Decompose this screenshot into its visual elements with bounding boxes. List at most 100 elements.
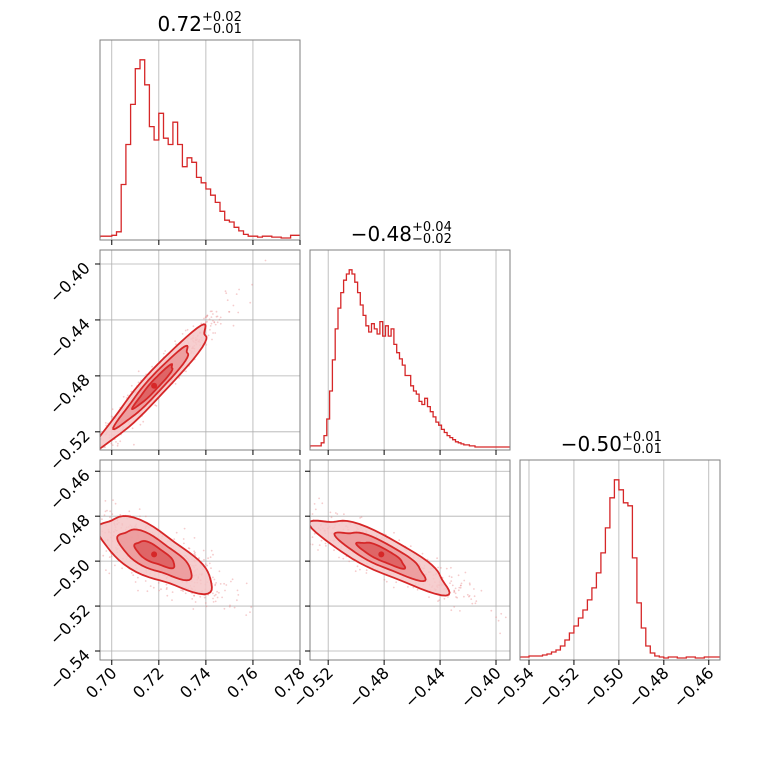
sample-point <box>229 604 231 607</box>
sample-point <box>359 517 361 519</box>
sample-point <box>69 515 71 517</box>
sample-point <box>199 595 202 598</box>
sample-point <box>216 321 219 324</box>
title-lower-error: −0.01 <box>622 442 662 457</box>
sample-point <box>296 528 298 530</box>
sample-point <box>449 582 451 585</box>
sample-point <box>212 576 214 579</box>
sample-point <box>86 503 88 505</box>
sample-point <box>86 470 88 472</box>
sample-point <box>448 575 451 578</box>
sample-point <box>235 293 238 295</box>
sample-point <box>162 352 165 355</box>
sample-point <box>214 593 217 596</box>
x-tick-label: 0.72 <box>129 663 168 702</box>
sample-point <box>318 497 320 500</box>
title-median: −0.48 <box>351 222 412 246</box>
sample-point <box>137 589 139 592</box>
histogram-panel-0 <box>99 39 301 245</box>
sample-point <box>74 512 76 514</box>
sample-point <box>206 320 208 323</box>
sample-point <box>104 422 107 424</box>
sample-point <box>210 316 213 318</box>
sample-point <box>437 566 439 569</box>
sample-point <box>393 531 395 534</box>
sample-point <box>215 310 218 313</box>
sample-point <box>468 595 470 598</box>
sample-point <box>139 515 141 518</box>
y-tick-label: −0.44 <box>46 314 94 362</box>
sample-point <box>110 555 113 558</box>
sample-point <box>307 509 309 511</box>
sample-point <box>101 451 103 453</box>
sample-point <box>232 324 235 327</box>
sample-point <box>343 513 345 516</box>
sample-point <box>187 547 190 549</box>
sample-point <box>83 536 85 538</box>
panel-frame <box>99 39 301 241</box>
sample-point <box>165 588 168 590</box>
sample-point <box>311 536 314 538</box>
panel-frame <box>309 249 511 451</box>
sample-point <box>200 322 203 325</box>
sample-point <box>454 587 457 590</box>
sample-point <box>213 321 216 324</box>
sample-point <box>225 584 228 586</box>
sample-point <box>231 578 234 581</box>
sample-point <box>438 599 441 602</box>
sample-point <box>131 427 134 430</box>
density-peak <box>378 551 385 558</box>
sample-point <box>455 596 457 598</box>
sample-point <box>105 569 107 571</box>
sample-point <box>174 383 177 385</box>
sample-point <box>111 444 114 446</box>
sample-point <box>204 316 207 319</box>
param-title-1: −0.48 +0.04−0.02 <box>351 220 452 247</box>
title-median: −0.50 <box>561 432 622 456</box>
sample-point <box>202 549 205 552</box>
sample-point <box>206 564 209 567</box>
sample-point <box>109 516 111 519</box>
sample-point <box>317 549 319 551</box>
sample-point <box>249 611 251 614</box>
sample-point <box>214 332 217 334</box>
y-tick-label: −0.48 <box>46 511 94 559</box>
sample-point <box>203 558 205 561</box>
sample-point <box>311 513 314 515</box>
sample-point <box>133 443 135 446</box>
y-tick-label: −0.40 <box>46 258 94 306</box>
sample-point <box>437 600 439 602</box>
sample-point <box>164 350 167 352</box>
sample-point <box>237 594 240 596</box>
sample-point <box>250 606 253 608</box>
sample-point <box>96 517 98 519</box>
sample-point <box>228 605 231 608</box>
sample-point <box>302 513 304 515</box>
sample-point <box>490 609 493 612</box>
sample-point <box>174 340 177 343</box>
sample-point <box>385 580 388 583</box>
sample-point <box>365 572 368 574</box>
sample-point <box>87 462 89 464</box>
sample-point <box>208 562 211 565</box>
sample-point <box>348 560 351 563</box>
sample-point <box>204 563 207 565</box>
sample-point <box>460 582 463 585</box>
sample-point <box>221 596 224 599</box>
title-lower-error: −0.01 <box>202 22 242 37</box>
pair-panel-2-1: −0.52 −0.48 −0.44 −0.40 <box>289 459 511 711</box>
sample-point <box>447 596 449 598</box>
sample-point <box>206 314 209 317</box>
panel-frame <box>99 459 301 661</box>
title-upper-error: +0.01 <box>622 430 662 445</box>
density-peak <box>151 382 158 389</box>
title-upper-error: +0.02 <box>202 10 242 25</box>
sample-point <box>213 594 216 597</box>
sample-point <box>149 585 152 587</box>
sample-point <box>475 600 478 603</box>
sample-point <box>303 524 305 526</box>
sample-point <box>193 537 196 539</box>
sample-point <box>194 601 197 603</box>
histogram-step-line <box>520 479 720 659</box>
sample-point <box>192 608 195 610</box>
